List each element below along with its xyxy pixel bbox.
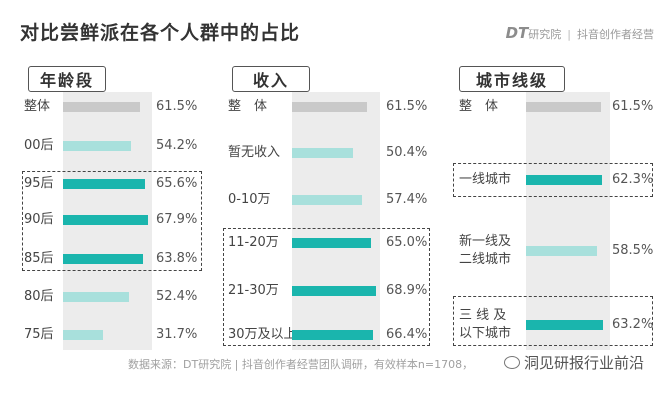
wechat-icon <box>504 356 520 369</box>
brand-org2: 抖音创作者经营 <box>577 28 654 41</box>
value-label: 50.4% <box>386 145 428 160</box>
bar <box>63 102 140 112</box>
category-label: 整 体 <box>459 99 499 114</box>
category-label: 80后 <box>24 289 54 304</box>
bar <box>292 330 373 340</box>
value-label: 65.0% <box>386 235 428 250</box>
bar <box>63 254 143 264</box>
value-label: 52.4% <box>156 289 198 304</box>
brand-logo: DT <box>505 24 529 42</box>
value-label: 63.8% <box>156 251 198 266</box>
bar <box>292 102 367 112</box>
category-label: 暂无收入 <box>228 145 281 160</box>
value-label: 54.2% <box>156 138 198 153</box>
category-label: 新一线及 二线城市 <box>459 234 512 267</box>
bar <box>526 246 597 256</box>
category-label: 0-10万 <box>228 192 271 207</box>
value-label: 63.2% <box>612 317 654 332</box>
panel-title: 收入 <box>232 66 310 92</box>
bar <box>526 320 603 330</box>
category-label: 85后 <box>24 251 54 266</box>
category-label: 90后 <box>24 212 54 227</box>
highlight-box <box>22 171 202 271</box>
category-label: 75后 <box>24 327 54 342</box>
category-label: 整 体 <box>228 99 268 114</box>
value-label: 61.5% <box>156 99 198 114</box>
bar <box>63 179 145 189</box>
chart-title: 对比尝鲜派在各个人群中的占比 <box>20 22 301 44</box>
brand-separator: | <box>567 28 571 41</box>
category-label: 95后 <box>24 176 54 191</box>
highlight-box <box>453 163 653 197</box>
bar <box>526 175 602 185</box>
bar <box>63 141 131 151</box>
category-label: 21-30万 <box>228 283 279 298</box>
bar <box>292 286 376 296</box>
category-label: 00后 <box>24 138 54 153</box>
highlight-box <box>223 228 430 346</box>
bar <box>292 238 371 248</box>
category-label: 11-20万 <box>228 235 279 250</box>
category-label: 一线城市 <box>459 172 512 187</box>
category-label: 整体 <box>24 99 51 114</box>
bar <box>292 148 353 158</box>
watermark: 洞见研报行业前沿 <box>500 352 649 373</box>
brand-header: DT研究院 | 抖音创作者经营 <box>506 24 654 42</box>
value-label: 57.4% <box>386 192 428 207</box>
value-label: 62.3% <box>612 172 654 187</box>
panel-title: 年龄段 <box>28 66 106 92</box>
watermark-text: 洞见研报行业前沿 <box>524 354 645 372</box>
bar <box>63 330 103 340</box>
bar <box>526 102 601 112</box>
brand-org1: 研究院 <box>528 28 562 41</box>
panel-background <box>292 92 380 350</box>
bar <box>292 195 362 205</box>
value-label: 31.7% <box>156 327 198 342</box>
value-label: 66.4% <box>386 327 428 342</box>
category-label: 三 线 及 以下城市 <box>459 308 512 341</box>
value-label: 68.9% <box>386 283 428 298</box>
value-label: 61.5% <box>386 99 428 114</box>
panel-background <box>526 92 610 350</box>
source-note: 数据来源：DT研究院 | 抖音创作者经营团队调研，有效样本n=1708， <box>128 358 474 371</box>
panel-title: 城市线级 <box>459 66 565 92</box>
category-label: 30万及以上 <box>228 327 297 342</box>
value-label: 65.6% <box>156 176 198 191</box>
value-label: 61.5% <box>612 99 654 114</box>
value-label: 58.5% <box>612 243 654 258</box>
bar <box>63 292 129 302</box>
highlight-box <box>453 296 653 346</box>
bar <box>63 215 148 225</box>
value-label: 67.9% <box>156 212 198 227</box>
